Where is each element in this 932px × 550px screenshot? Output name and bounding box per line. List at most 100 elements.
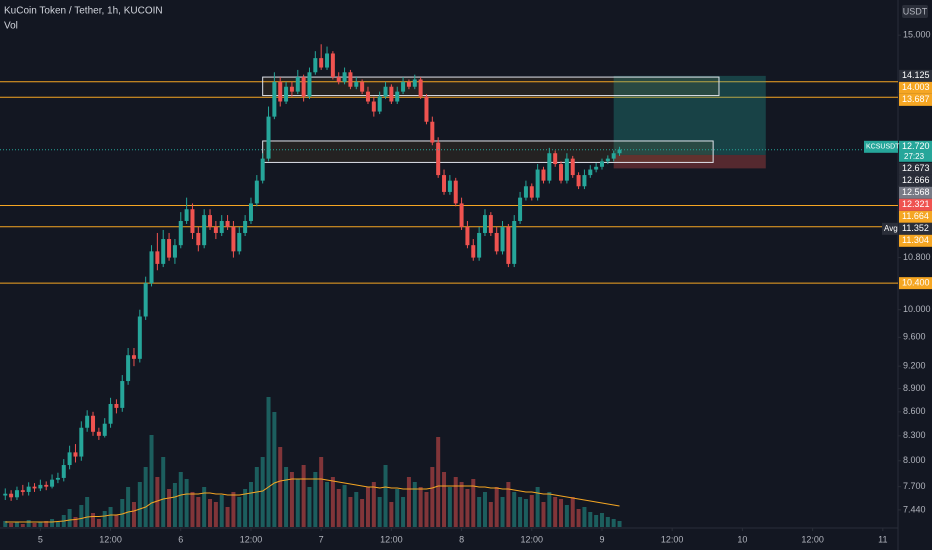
price-label: 11.304: [902, 235, 929, 245]
volume-bar: [430, 467, 435, 527]
volume-bar: [447, 487, 452, 527]
volume-bar: [50, 519, 55, 527]
candle-body: [137, 316, 142, 359]
volume-bar: [395, 489, 400, 527]
candle-body: [401, 81, 406, 92]
price-label-box: [899, 93, 932, 106]
position-target: [613, 75, 766, 155]
volume-bar: [202, 487, 207, 527]
candle-body: [342, 72, 347, 82]
volume-bar: [488, 502, 493, 527]
volume-bar: [529, 495, 534, 527]
volume-bar: [325, 482, 330, 527]
plot: [0, 44, 898, 527]
volume-bar: [594, 515, 599, 527]
volume-bar: [131, 502, 136, 527]
price-label-box: [899, 69, 932, 82]
price-label: 14.003: [902, 82, 930, 92]
volume-bar: [582, 507, 587, 527]
volume-bar: [126, 487, 131, 527]
candle-body: [289, 86, 294, 92]
candle-body: [582, 175, 587, 187]
zone: [262, 140, 714, 163]
volume-bar: [500, 497, 505, 527]
volume-bar: [26, 520, 31, 527]
candle-body: [447, 180, 452, 192]
volume-bar: [184, 479, 189, 527]
candle-body: [155, 251, 160, 264]
volume-bar: [424, 492, 429, 527]
y-tick-label: 8.900: [903, 383, 926, 393]
volume-bar: [365, 487, 370, 527]
currency: USDT: [903, 6, 928, 16]
volume-bar: [319, 457, 324, 527]
countdown: 27:23: [904, 152, 925, 161]
candle-body: [79, 427, 84, 457]
volume-bar: [541, 502, 546, 527]
zone: [262, 76, 720, 97]
volume-label: Vol: [4, 21, 18, 32]
volume-bar: [55, 522, 60, 527]
candle-body: [73, 452, 78, 457]
volume-bar: [3, 521, 8, 527]
candle-body: [120, 381, 125, 408]
chart-title: KuCoin Token / Tether, 1h, KUCOIN: [4, 6, 163, 17]
candle-body: [143, 283, 148, 317]
candle-body: [459, 203, 464, 227]
candle-body: [3, 493, 8, 496]
volume-bar: [196, 497, 201, 527]
volume-bar: [453, 477, 458, 527]
candle-body: [260, 158, 265, 181]
price-label: 11.664: [902, 211, 929, 221]
candle-body: [213, 226, 218, 233]
volume-bar: [313, 472, 318, 527]
candle-body: [102, 423, 107, 436]
candle-body: [196, 232, 201, 246]
candle-body: [38, 484, 43, 489]
candle-body: [9, 493, 14, 498]
candle-body: [85, 415, 90, 428]
volume-bar: [73, 517, 78, 527]
candle-body: [202, 215, 207, 246]
candle-body: [494, 232, 499, 252]
x-tick-label: 10: [737, 534, 747, 544]
candle-body: [61, 465, 66, 478]
volume-bar: [266, 397, 271, 527]
candle-body: [500, 226, 505, 252]
candle-body: [442, 175, 447, 192]
volume-bar: [32, 523, 37, 527]
volume-bar: [231, 492, 236, 527]
volume-bar: [243, 489, 248, 527]
price-label-box: [899, 186, 932, 199]
volume-bar: [459, 482, 464, 527]
candle-body: [430, 121, 435, 143]
candle-body: [243, 220, 248, 233]
volume-bar: [442, 472, 447, 527]
candle-body: [354, 81, 359, 87]
volume-bar: [102, 511, 107, 527]
y-tick-label: 10.800: [903, 252, 931, 262]
candle-body: [418, 79, 423, 97]
x-tick-label: 6: [178, 534, 183, 544]
candle-body: [599, 161, 604, 167]
price-label: 12.666: [902, 175, 930, 185]
candle-body: [131, 355, 136, 359]
volume-bar: [436, 437, 441, 527]
candle-body: [541, 169, 546, 181]
candle-body: [389, 86, 394, 102]
volume-bar: [307, 487, 312, 527]
candle-body: [219, 220, 224, 233]
volume-bar: [389, 502, 394, 527]
volume-bar: [143, 467, 148, 527]
volume-bar: [178, 472, 183, 527]
candle-body: [360, 81, 365, 92]
x-tick-label: 12:00: [801, 534, 824, 544]
volume-bar: [570, 497, 575, 527]
candle-body: [617, 149, 622, 154]
volume-bar: [79, 505, 84, 527]
volume-bar: [617, 521, 622, 527]
candle-body: [424, 96, 429, 122]
volume-bar: [272, 412, 277, 527]
candle-body: [237, 232, 242, 252]
symbol-box: [864, 140, 898, 153]
